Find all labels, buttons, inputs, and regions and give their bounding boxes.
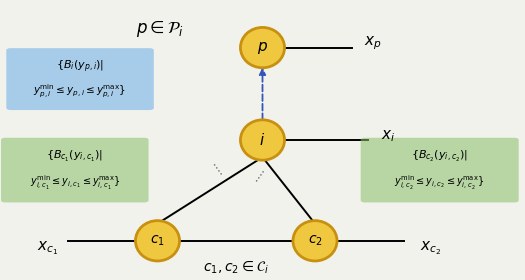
- Text: $x_i$: $x_i$: [381, 128, 396, 144]
- Text: $y_{i,c_2}^{\min} \leq y_{i,c_2} \leq y_{i,c_2}^{\max}\}$: $y_{i,c_2}^{\min} \leq y_{i,c_2} \leq y_…: [394, 174, 485, 192]
- FancyBboxPatch shape: [1, 138, 149, 202]
- Text: $\{B_i(y_{p,i})|$: $\{B_i(y_{p,i})|$: [56, 58, 104, 75]
- Text: $x_p$: $x_p$: [364, 35, 382, 52]
- Text: $p$: $p$: [257, 39, 268, 56]
- FancyBboxPatch shape: [361, 138, 519, 202]
- Text: $i$: $i$: [259, 132, 266, 148]
- Text: $x_{c_2}$: $x_{c_2}$: [420, 239, 441, 256]
- Ellipse shape: [135, 221, 180, 261]
- FancyBboxPatch shape: [6, 48, 154, 110]
- Text: $x_{c_1}$: $x_{c_1}$: [37, 239, 58, 256]
- Text: $y_{p,i}^{\min} \leq y_{p,i} \leq y_{p,i}^{\max}\}$: $y_{p,i}^{\min} \leq y_{p,i} \leq y_{p,i…: [34, 83, 127, 101]
- Text: $c_2$: $c_2$: [308, 234, 322, 248]
- Ellipse shape: [240, 120, 285, 160]
- Text: $y_{i,c_1}^{\min} \leq y_{i,c_1} \leq y_{i,c_1}^{\max}\}$: $y_{i,c_1}^{\min} \leq y_{i,c_1} \leq y_…: [29, 174, 120, 192]
- Text: $\{B_{c_2}(y_{i,c_2})|$: $\{B_{c_2}(y_{i,c_2})|$: [411, 149, 468, 164]
- Text: $p \in \mathcal{P}_i$: $p \in \mathcal{P}_i$: [136, 19, 184, 39]
- Ellipse shape: [240, 27, 285, 68]
- Ellipse shape: [293, 221, 337, 261]
- Text: $c_1, c_2 \in \mathcal{C}_i$: $c_1, c_2 \in \mathcal{C}_i$: [203, 259, 269, 276]
- Text: $\{B_{c_1}(y_{i,c_1})|$: $\{B_{c_1}(y_{i,c_1})|$: [46, 149, 103, 164]
- Text: $c_1$: $c_1$: [150, 234, 165, 248]
